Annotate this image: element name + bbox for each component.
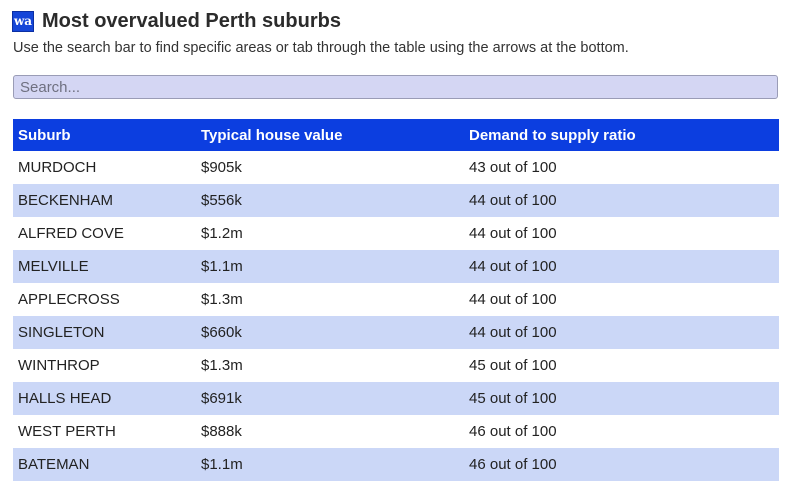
cell-demand-ratio: 43 out of 100 <box>469 159 557 176</box>
cell-house-value: $1.1m <box>201 456 243 473</box>
data-table: Suburb Typical house value Demand to sup… <box>13 119 779 481</box>
column-header-demand-ratio[interactable]: Demand to supply ratio <box>469 126 636 144</box>
cell-demand-ratio: 45 out of 100 <box>469 357 557 374</box>
cell-demand-ratio: 44 out of 100 <box>469 258 557 275</box>
cell-suburb: ALFRED COVE <box>18 225 124 242</box>
cell-house-value: $691k <box>201 390 242 407</box>
cell-house-value: $556k <box>201 192 242 209</box>
cell-house-value: $1.1m <box>201 258 243 275</box>
cell-house-value: $1.2m <box>201 225 243 242</box>
table-row: HALLS HEAD $691k 45 out of 100 <box>13 382 779 415</box>
page-subtitle: Use the search bar to find specific area… <box>13 40 629 56</box>
cell-house-value: $888k <box>201 423 242 440</box>
table-row: APPLECROSS $1.3m 44 out of 100 <box>13 283 779 316</box>
table-row: BATEMAN $1.1m 46 out of 100 <box>13 448 779 481</box>
cell-suburb: MELVILLE <box>18 258 89 275</box>
cell-demand-ratio: 46 out of 100 <box>469 456 557 473</box>
table-row: ALFRED COVE $1.2m 44 out of 100 <box>13 217 779 250</box>
cell-demand-ratio: 44 out of 100 <box>469 291 557 308</box>
cell-suburb: MURDOCH <box>18 159 97 176</box>
cell-suburb: APPLECROSS <box>18 291 120 308</box>
cell-house-value: $1.3m <box>201 291 243 308</box>
cell-suburb: SINGLETON <box>18 324 105 341</box>
cell-demand-ratio: 44 out of 100 <box>469 225 557 242</box>
logo-icon: wa <box>12 10 34 32</box>
cell-suburb: WINTHROP <box>18 357 100 374</box>
cell-suburb: WEST PERTH <box>18 423 116 440</box>
table-row: MELVILLE $1.1m 44 out of 100 <box>13 250 779 283</box>
cell-house-value: $660k <box>201 324 242 341</box>
column-header-house-value[interactable]: Typical house value <box>201 126 343 144</box>
table-row: MURDOCH $905k 43 out of 100 <box>13 151 779 184</box>
cell-demand-ratio: 45 out of 100 <box>469 390 557 407</box>
cell-demand-ratio: 46 out of 100 <box>469 423 557 440</box>
table-row: SINGLETON $660k 44 out of 100 <box>13 316 779 349</box>
table-header-row: Suburb Typical house value Demand to sup… <box>13 119 779 151</box>
cell-suburb: HALLS HEAD <box>18 390 112 407</box>
cell-house-value: $1.3m <box>201 357 243 374</box>
cell-house-value: $905k <box>201 159 242 176</box>
column-header-suburb[interactable]: Suburb <box>18 126 71 144</box>
table-row: WINTHROP $1.3m 45 out of 100 <box>13 349 779 382</box>
title-row: wa Most overvalued Perth suburbs <box>12 8 341 34</box>
page-title: Most overvalued Perth suburbs <box>42 9 341 32</box>
cell-suburb: BECKENHAM <box>18 192 114 209</box>
cell-suburb: BATEMAN <box>18 456 90 473</box>
cell-demand-ratio: 44 out of 100 <box>469 192 557 209</box>
table-row: BECKENHAM $556k 44 out of 100 <box>13 184 779 217</box>
search-input[interactable] <box>13 75 778 99</box>
cell-demand-ratio: 44 out of 100 <box>469 324 557 341</box>
table-row: WEST PERTH $888k 46 out of 100 <box>13 415 779 448</box>
